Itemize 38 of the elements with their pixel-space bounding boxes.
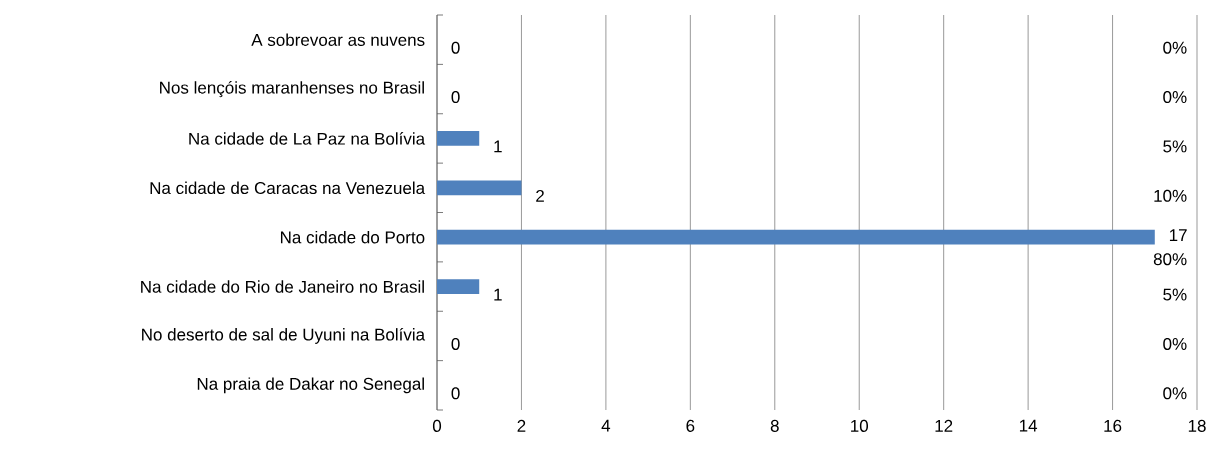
y-tick-label: Na cidade de La Paz na Bolívia <box>189 132 426 145</box>
data-label: 17 <box>1169 229 1187 242</box>
x-tick-label: 16 <box>1104 419 1122 432</box>
annotation: 0% <box>1163 41 1187 54</box>
bar <box>437 180 522 196</box>
data-label: 0 <box>451 91 460 104</box>
annotation: 80% <box>1153 253 1187 266</box>
data-label: 0 <box>451 387 460 400</box>
x-tick-label: 12 <box>935 419 953 432</box>
y-tick-label: Na praia de Dakar no Senegal <box>197 377 424 394</box>
annotation: 10% <box>1154 189 1187 202</box>
annotation: 0% <box>1163 387 1187 400</box>
x-tick-label: 6 <box>686 419 695 432</box>
y-tick-label: Na cidade do Porto <box>280 230 425 244</box>
data-label: 1 <box>494 140 502 153</box>
annotation: 5% <box>1163 140 1187 153</box>
y-tick-label: Nos lençóis maranhenses no Brasil <box>160 81 424 98</box>
y-tick-label: Na cidade do Rio de Janeiro no Brasil <box>141 280 424 293</box>
annotation: 0% <box>1163 337 1187 350</box>
bar <box>437 279 480 294</box>
data-label: 0 <box>451 337 460 350</box>
x-tick-label: 14 <box>1019 419 1038 432</box>
annotation: 0% <box>1163 91 1187 104</box>
x-tick-label: 0 <box>432 419 442 432</box>
x-tick-label: 4 <box>601 419 611 432</box>
bar <box>437 131 480 146</box>
y-tick-label: No deserto de sal de Uyuni na Bolívia <box>142 327 426 344</box>
x-tick-label: 10 <box>851 419 869 432</box>
data-label: 2 <box>536 189 544 202</box>
data-label: 1 <box>494 288 502 301</box>
bar <box>437 229 1155 245</box>
y-tick-label: A sobrevoar as nuvens <box>251 33 425 46</box>
y-tick-label: Na cidade de Caracas na Venezuela <box>150 181 426 195</box>
data-label: 0 <box>451 41 460 54</box>
x-tick-label: 18 <box>1188 419 1206 432</box>
annotation: 5% <box>1163 288 1187 301</box>
x-tick-label: 2 <box>517 419 526 432</box>
x-tick-label: 8 <box>770 419 779 432</box>
